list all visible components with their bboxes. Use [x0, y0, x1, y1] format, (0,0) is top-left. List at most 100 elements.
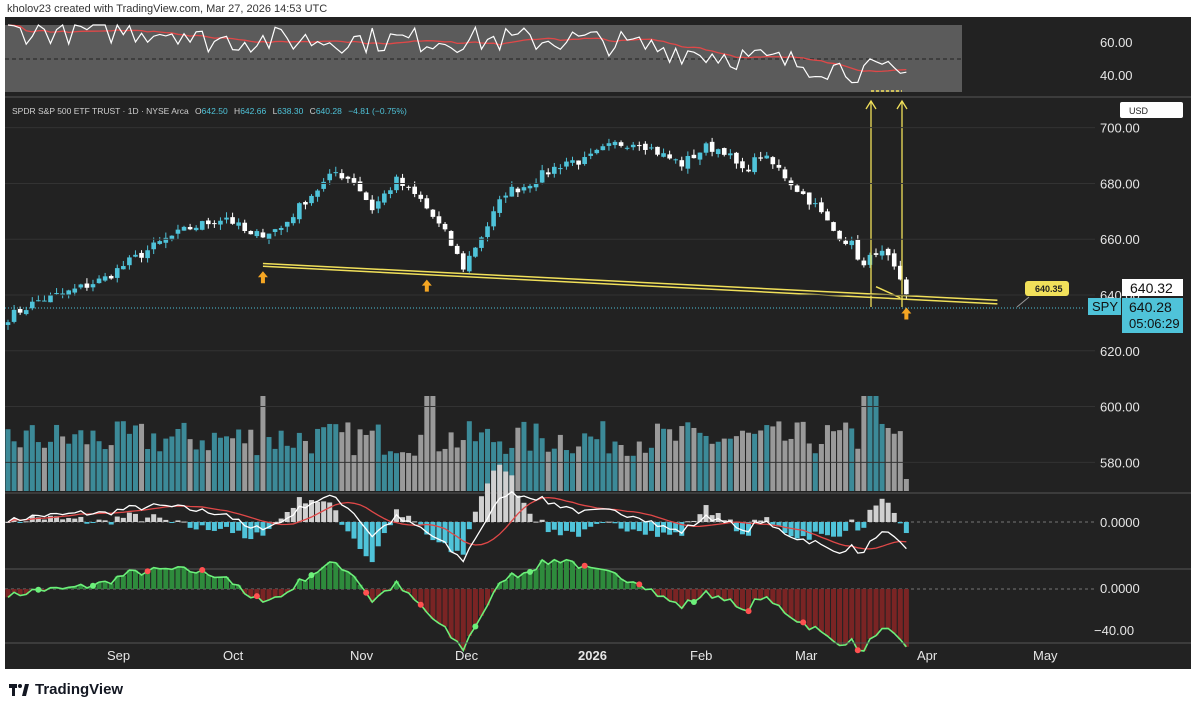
currency-badge[interactable] [1120, 102, 1183, 118]
ticker-label: SPY [1092, 299, 1118, 314]
osc-hist-bar [193, 572, 199, 589]
candle-body [127, 257, 132, 266]
osc-hist-bar [545, 564, 551, 589]
candle-body [266, 233, 272, 240]
osc-hist-bar [746, 589, 752, 612]
candle-body [96, 278, 102, 284]
macd-hist-bar [521, 502, 527, 522]
osc-hist-bar [654, 589, 660, 597]
volume-bar [260, 396, 266, 491]
osc-hist-bar [715, 589, 721, 597]
osc-hist-bar [855, 589, 861, 651]
volume-bar [454, 447, 460, 491]
candle-body [715, 149, 721, 155]
volume-bar [673, 440, 679, 491]
candle-body [679, 160, 685, 167]
macd-hist-bar [758, 520, 764, 522]
last-price-countdown: 05:06:29 [1129, 316, 1180, 331]
macd-hist-bar [66, 518, 72, 522]
osc-hist-bar [594, 568, 600, 589]
last-price-badge [1122, 298, 1183, 333]
osc-hist-bar [41, 589, 47, 592]
osc-hist-bar [661, 589, 667, 597]
osc-hist-bar [570, 561, 576, 589]
candle-body [691, 154, 697, 159]
candle-body [430, 209, 436, 217]
macd-hist-bar [612, 522, 618, 524]
candle-body [849, 240, 855, 246]
macd-hist-bar [266, 522, 272, 529]
macd-hist-bar [843, 522, 849, 531]
volume-bar [418, 434, 424, 491]
volume-bar [96, 441, 102, 491]
macd-hist-bar [430, 522, 436, 541]
chart-svg[interactable]: 60.00 40.00 580.00600.00620.00640.00660.… [5, 17, 1191, 669]
candle-body [460, 253, 466, 270]
macd-hist-bar [84, 522, 90, 524]
volume-bar [527, 450, 533, 491]
volume-bar [381, 454, 387, 491]
osc-hist-bar [406, 589, 412, 593]
candle-body [17, 309, 23, 313]
volume-bar [812, 453, 818, 491]
osc-hist-bar [485, 589, 491, 606]
candle-body [199, 221, 205, 230]
osc-hist-bar [630, 581, 636, 589]
candle-body [467, 255, 472, 272]
volume-bar [485, 428, 491, 491]
macd-hist-bar [515, 495, 521, 522]
macd-hist-bar [424, 522, 430, 535]
candle-body [588, 153, 594, 156]
volume-bar [412, 455, 418, 491]
candle-body [473, 247, 478, 257]
candle-body [400, 177, 405, 186]
volume-bar [600, 421, 606, 491]
osc-hist-bar [199, 570, 205, 589]
candle-body [406, 186, 411, 188]
time-axis: Sep Oct Nov Dec 2026 Feb Mar Apr May [107, 648, 1058, 663]
osc-hist-bar [132, 570, 138, 589]
macd-hist-bar [315, 501, 321, 522]
candle-body [491, 211, 496, 227]
osc-hist-bar [800, 589, 806, 623]
macd-hist-bar [539, 519, 545, 522]
candle-body [254, 231, 260, 237]
volume-bar [248, 429, 254, 491]
osc-cross-dot [253, 593, 260, 600]
macd-hist-bar [497, 464, 503, 522]
macd-hist-bar [679, 522, 685, 536]
osc-hist-bar [837, 589, 843, 646]
macd-hist-bar [545, 522, 551, 533]
osc-hist-bar [278, 589, 284, 597]
volume-bar [727, 438, 733, 491]
tradingview-logo[interactable]: TradingView [9, 681, 123, 698]
osc-hist-bar [436, 589, 442, 624]
volume-bar [563, 450, 569, 491]
macd-hist-bar [169, 522, 175, 523]
macd-hist-bar [78, 516, 84, 522]
macd-hist-bar [636, 522, 642, 532]
osc-hist-bar [897, 589, 903, 640]
macd-hist-bar [831, 522, 837, 537]
osc-hist-bar [17, 589, 23, 596]
volume-bar [406, 453, 412, 491]
macd-hist-bar [211, 522, 217, 531]
candle-body [11, 309, 17, 322]
candle-body [212, 223, 217, 225]
volume-bars [5, 396, 909, 491]
legend-symbol: SPDR S&P 500 ETF TRUST · 1D · NYSE Arca [12, 106, 189, 116]
candle-body [242, 222, 248, 231]
volume-bar [254, 455, 260, 491]
volume-bar [375, 424, 381, 491]
osc-hist-bar [230, 584, 236, 589]
macd-hist-bar [351, 522, 357, 539]
time-tick-label: Dec [455, 648, 479, 663]
candle-body [740, 161, 745, 169]
last-price-value: 640.28 [1129, 299, 1172, 315]
candle-body [479, 237, 484, 248]
osc-hist-bar [818, 589, 824, 632]
callout-box[interactable] [1025, 281, 1069, 296]
time-tick-label: Apr [917, 648, 938, 663]
volume-bar [187, 439, 193, 491]
volume-bar [193, 449, 199, 491]
